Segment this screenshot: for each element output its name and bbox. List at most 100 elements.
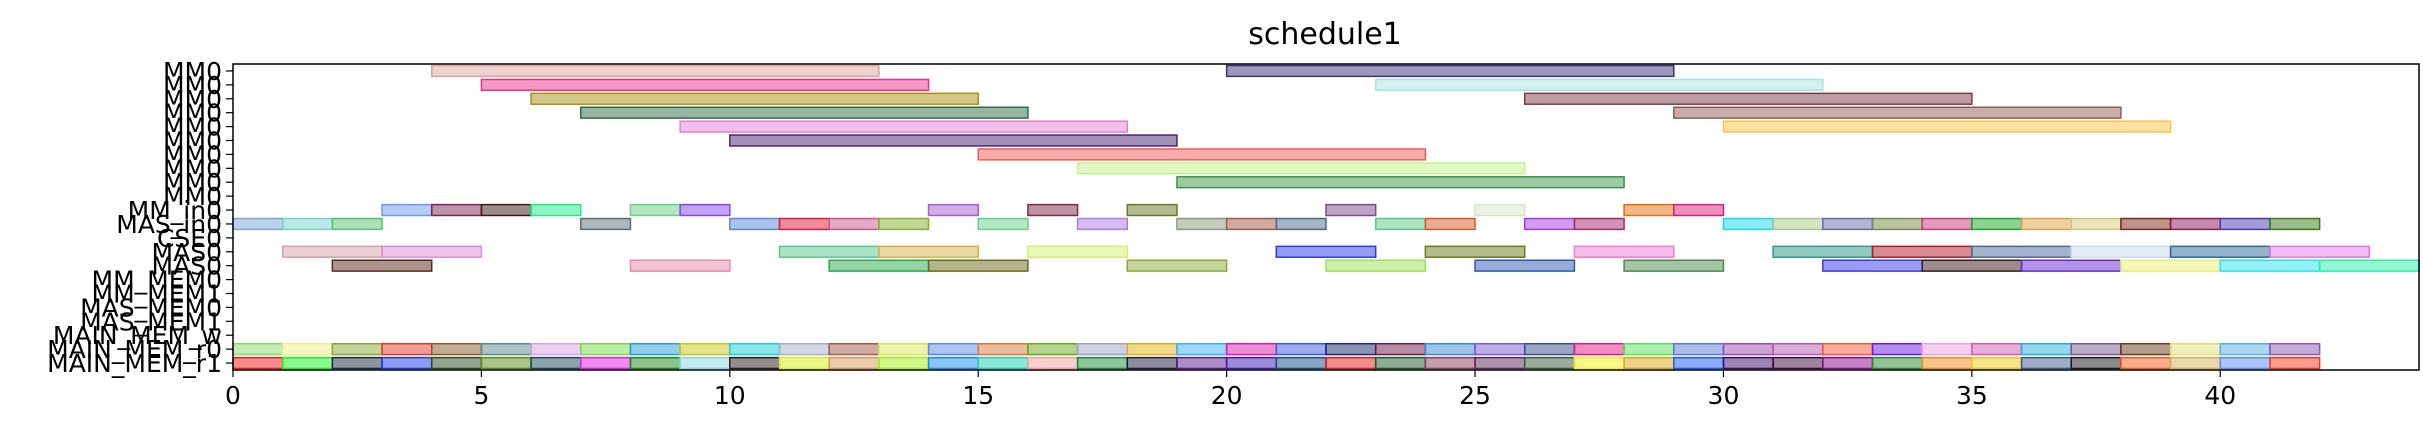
task-bars: [232, 64, 2420, 370]
task-bar: [381, 203, 433, 217]
x-tick-label: 25: [1459, 381, 1491, 410]
task-bar: [232, 217, 284, 231]
task-bar: [480, 356, 532, 370]
task-bar: [1424, 342, 1476, 356]
y-tick-label: MM0: [163, 71, 222, 100]
task-bar: [1225, 64, 1675, 78]
task-bar: [1722, 342, 1774, 356]
task-bar: [1772, 342, 1824, 356]
task-bar: [1225, 356, 1278, 370]
task-bar: [1325, 259, 1427, 272]
task-bar: [1523, 217, 1576, 231]
y-tick-label: MM0: [163, 85, 222, 114]
task-bar: [331, 342, 383, 356]
chart-title: schedule1: [1248, 17, 1402, 52]
task-bar: [2269, 245, 2371, 258]
task-bar: [679, 356, 731, 370]
task-bar: [1523, 342, 1576, 356]
task-bar: [1126, 259, 1228, 272]
task-bar: [828, 356, 880, 370]
task-bar: [629, 342, 681, 356]
task-bar: [629, 259, 731, 272]
y-tick-label: MM0: [163, 140, 222, 169]
task-bar: [1772, 217, 1824, 231]
task-bar: [1673, 356, 1725, 370]
task-bar: [1523, 92, 1973, 105]
task-bar: [2120, 259, 2222, 272]
task-bar: [679, 203, 731, 217]
task-bar: [1076, 356, 1129, 370]
task-bar: [1971, 245, 2072, 258]
x-tick-label: 35: [1956, 381, 1988, 410]
task-bar: [2070, 356, 2122, 370]
task-bar: [828, 342, 880, 356]
task-bar: [729, 217, 781, 231]
x-tick-label: 10: [714, 381, 746, 410]
task-bar: [1623, 342, 1675, 356]
task-bar: [2020, 259, 2122, 272]
task-bar: [1126, 342, 1178, 356]
task-bar: [331, 356, 383, 370]
task-bar: [828, 217, 880, 231]
task-bar: [430, 64, 880, 78]
task-bar: [331, 259, 433, 272]
task-bar: [1027, 245, 1129, 258]
task-bar: [729, 342, 781, 356]
task-bar: [1722, 217, 1774, 231]
task-bar: [1275, 245, 1377, 258]
task-bar: [2219, 217, 2271, 231]
task-bar: [927, 356, 979, 370]
y-tick-label: MM0: [163, 154, 222, 183]
task-bar: [977, 342, 1029, 356]
task-bar: [281, 245, 383, 258]
task-bar: [1971, 342, 2023, 356]
task-bar: [381, 342, 433, 356]
task-bar: [878, 356, 930, 370]
task-bar: [1822, 356, 1874, 370]
task-bar: [1325, 342, 1377, 356]
task-bar: [1623, 203, 1675, 217]
task-bar: [1573, 217, 1625, 231]
task-bar: [1871, 342, 1923, 356]
task-bar: [1275, 356, 1327, 370]
y-tick-label: MM0: [163, 57, 222, 86]
task-bar: [2020, 356, 2072, 370]
task-bar: [1822, 217, 1874, 231]
task-bar: [580, 106, 1029, 119]
task-bar: [1474, 203, 1526, 217]
task-bar: [580, 342, 632, 356]
task-bar: [381, 356, 433, 370]
task-bar: [2269, 356, 2321, 370]
y-tick-label: MM_in0: [128, 196, 222, 225]
y-tick-label: MAIN_MEM_r0: [47, 335, 222, 364]
task-bar: [2169, 356, 2222, 370]
task-bar: [729, 356, 781, 370]
y-tick-label: MM_MEM0: [92, 266, 222, 295]
task-bar: [2318, 259, 2420, 272]
task-bar: [530, 203, 582, 217]
task-bar: [778, 217, 830, 231]
y-tick-label: MAS0: [152, 238, 222, 267]
task-bar: [2219, 259, 2321, 272]
task-bar: [927, 342, 979, 356]
task-bar: [1971, 217, 2023, 231]
task-bar: [430, 203, 483, 217]
x-tick-label: 20: [1211, 381, 1243, 410]
y-tick-label: MAS0: [152, 252, 222, 281]
task-bar: [530, 342, 582, 356]
task-bar: [927, 203, 979, 217]
task-bar: [1176, 176, 1625, 189]
task-bar: [1523, 356, 1576, 370]
task-bar: [1027, 356, 1079, 370]
task-bar: [1424, 356, 1476, 370]
y-tick-label: MM0: [163, 168, 222, 197]
task-bar: [1623, 259, 1725, 272]
task-bar: [530, 356, 582, 370]
task-bar: [1325, 203, 1377, 217]
task-bar: [1225, 342, 1278, 356]
task-bar: [430, 356, 483, 370]
task-bar: [1374, 217, 1427, 231]
task-bar: [2169, 342, 2222, 356]
task-bar: [729, 134, 1178, 147]
task-bar: [1275, 217, 1327, 231]
